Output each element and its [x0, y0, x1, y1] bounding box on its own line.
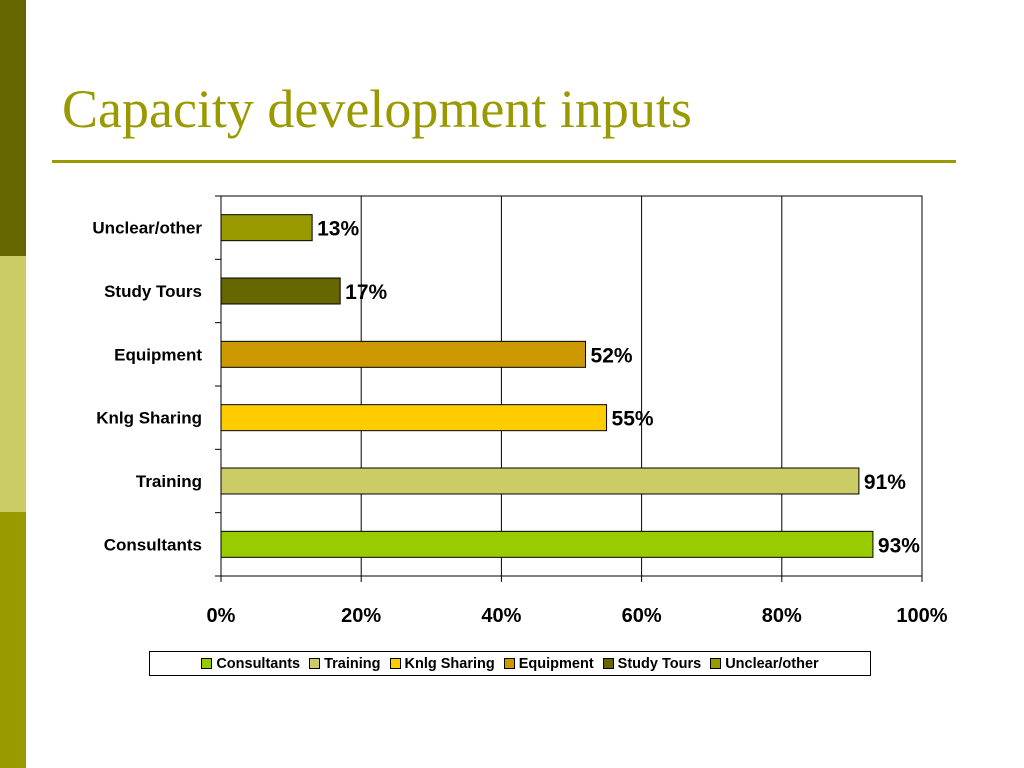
bar: [220, 467, 860, 495]
legend-label: Unclear/other: [725, 655, 819, 672]
bar: [220, 530, 874, 558]
x-tick-label: 80%: [762, 605, 802, 627]
bar: [220, 340, 587, 368]
data-label: 17%: [345, 281, 387, 304]
side-strip-mid: [0, 512, 26, 768]
data-label: 13%: [317, 218, 359, 241]
legend-swatch: [503, 658, 515, 669]
chart-legend: Consultants Training Knlg Sharing Equipment…: [149, 651, 871, 676]
legend-label: Knlg Sharing: [404, 655, 495, 672]
category-label: Consultants: [104, 535, 202, 554]
legend-swatch: [710, 658, 722, 669]
category-label: Knlg Sharing: [96, 409, 202, 428]
legend-swatch: [389, 658, 401, 669]
legend-item: Knlg Sharing: [389, 655, 495, 672]
legend-item: Unclear/other: [710, 655, 819, 672]
side-strip-light: [0, 256, 26, 512]
x-tick-label: 20%: [341, 605, 381, 627]
legend-item: Equipment: [503, 655, 594, 672]
data-label: 91%: [864, 471, 906, 494]
legend-item: Study Tours: [602, 655, 702, 672]
bar: [220, 404, 608, 432]
bar-chart: 0% 20% 40% 60% 80% 100% 93% Consultants 91% Train…: [92, 195, 948, 627]
x-tick-label: 60%: [622, 605, 662, 627]
legend-item: Training: [309, 655, 381, 672]
category-label: Unclear/other: [92, 219, 202, 238]
legend-item: Consultants: [201, 656, 300, 672]
data-label: 52%: [591, 344, 633, 367]
legend-swatch: [602, 658, 614, 669]
page-title: Capacity development inputs: [62, 79, 692, 139]
legend-label: Equipment: [518, 655, 594, 672]
x-tick-label: 0%: [207, 605, 236, 627]
bar: [220, 277, 341, 305]
category-label: Equipment: [114, 345, 202, 364]
category-label: Study Tours: [104, 282, 202, 301]
legend-label: Consultants: [216, 655, 301, 672]
data-label: 93%: [878, 534, 920, 557]
data-label: 55%: [612, 408, 654, 431]
side-strip-dark: [0, 0, 26, 256]
x-tick-label: 40%: [481, 605, 521, 627]
legend-label: Study Tours: [617, 655, 702, 672]
category-label: Training: [136, 472, 202, 491]
plot-area: [220, 195, 923, 577]
bar: [220, 214, 313, 242]
legend-swatch: [201, 658, 213, 669]
legend-swatch: [309, 658, 321, 669]
x-tick-label: 100%: [896, 605, 947, 627]
legend-label: Training: [324, 655, 381, 672]
title-divider: [52, 160, 956, 163]
